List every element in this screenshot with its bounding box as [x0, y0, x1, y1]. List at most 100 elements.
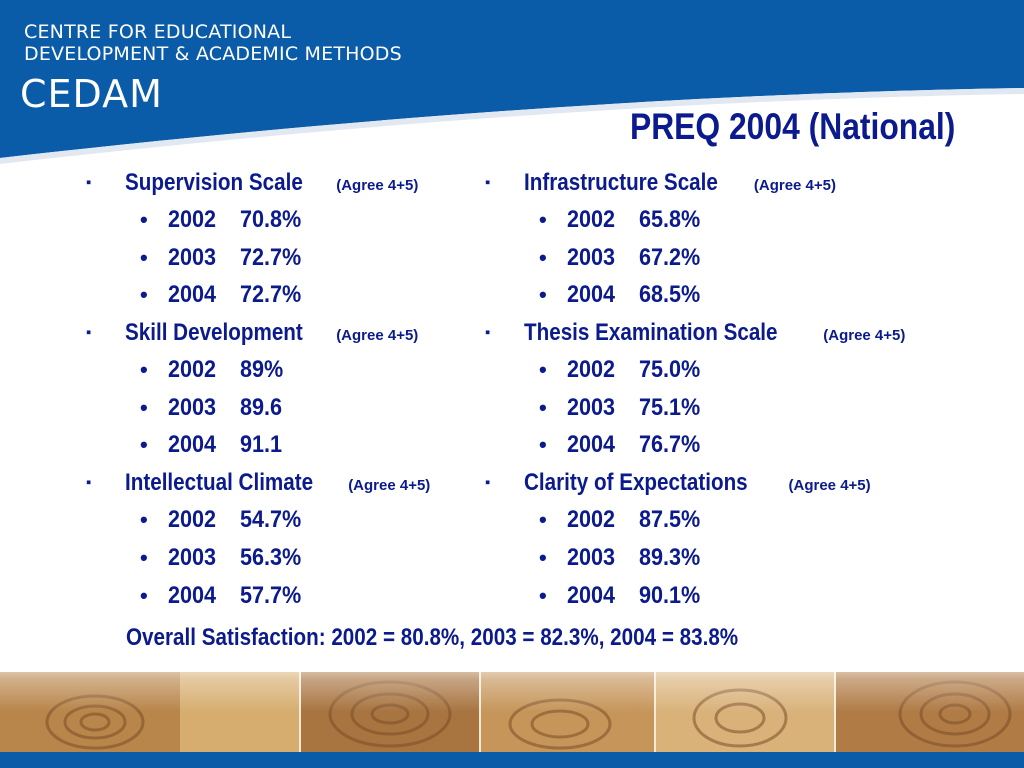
year-row: • 2004 72.7% [86, 276, 430, 314]
percentage-value: 57.7% [240, 581, 302, 609]
round-bullet-icon: • [539, 244, 547, 270]
year-label: 2002 [168, 206, 217, 233]
round-bullet-icon: • [539, 207, 547, 232]
year-label: 2004 [567, 281, 616, 309]
scale-name: Supervision Scale [125, 169, 303, 196]
square-bullet-icon: ▪ [86, 174, 92, 191]
year-label: 2003 [567, 543, 616, 571]
year-label: 2002 [168, 506, 217, 534]
percentage-value: 70.8% [240, 206, 302, 233]
scale-skill-development: ▪ Skill Development (Agree 4+5) • 2002 89% • 2… [86, 314, 430, 464]
scale-heading: ▪ Infrastructure Scale (Agree 4+5) [485, 164, 905, 201]
year-label: 2002 [567, 356, 616, 384]
percentage-value: 54.7% [240, 506, 302, 534]
year-label: 2003 [567, 393, 616, 421]
scale-clarity-of-expectations: ▪ Clarity of Expectations (Agree 4+5) • 200… [485, 464, 905, 614]
org-logo-text: CEDAM [20, 72, 163, 116]
year-row: • 2003 89.6 [86, 389, 430, 427]
percentage-value: 91.1 [240, 431, 283, 459]
square-bullet-icon: ▪ [485, 174, 491, 191]
round-bullet-icon: • [140, 544, 148, 570]
scale-note: (Agree 4+5) [753, 177, 836, 194]
year-row: • 2004 90.1% [485, 577, 905, 615]
year-row: • 2003 89.3% [485, 539, 905, 577]
staircase-photo-strip [0, 652, 1024, 768]
year-row: • 2003 72.7% [86, 239, 430, 277]
year-label: 2004 [168, 581, 217, 609]
scale-heading: ▪ Intellectual Climate (Agree 4+5) [86, 464, 430, 501]
year-label: 2004 [168, 431, 217, 459]
year-label: 2002 [567, 506, 616, 534]
percentage-value: 72.7% [240, 243, 302, 271]
overall-satisfaction: Overall Satisfaction: 2002 = 80.8%, 2003… [126, 624, 739, 651]
square-bullet-icon: ▪ [86, 324, 92, 342]
slide-title: PREQ 2004 (National) [629, 106, 955, 147]
scale-supervision-scale: ▪ Supervision Scale (Agree 4+5) • 2002 70.8%… [86, 164, 430, 314]
percentage-value: 67.2% [639, 243, 701, 271]
scales-column-left: ▪ Supervision Scale (Agree 4+5) • 2002 70.8%… [86, 164, 430, 614]
scale-intellectual-climate: ▪ Intellectual Climate (Agree 4+5) • 2002 54… [86, 464, 430, 614]
percentage-value: 72.7% [240, 281, 302, 309]
scale-heading: ▪ Skill Development (Agree 4+5) [86, 314, 430, 351]
scale-note: (Agree 4+5) [348, 477, 431, 495]
year-row: • 2004 57.7% [86, 577, 430, 615]
year-row: • 2002 70.8% [86, 201, 430, 239]
org-name-line-2: DEVELOPMENT & ACADEMIC METHODS [24, 43, 402, 65]
square-bullet-icon: ▪ [485, 474, 491, 492]
round-bullet-icon: • [140, 582, 148, 608]
scale-thesis-examination-scale: ▪ Thesis Examination Scale (Agree 4+5) • 20… [485, 314, 905, 464]
percentage-value: 56.3% [240, 543, 302, 571]
header-band [0, 0, 1024, 170]
percentage-value: 76.7% [639, 431, 701, 459]
round-bullet-icon: • [539, 582, 547, 608]
year-row: • 2004 68.5% [485, 276, 905, 314]
percentage-value: 75.0% [639, 356, 701, 384]
scale-heading: ▪ Thesis Examination Scale (Agree 4+5) [485, 314, 905, 351]
percentage-value: 65.8% [639, 206, 701, 233]
year-row: • 2002 87.5% [485, 501, 905, 539]
scale-infrastructure-scale: ▪ Infrastructure Scale (Agree 4+5) • 2002 65… [485, 164, 905, 314]
year-label: 2003 [567, 243, 616, 271]
year-label: 2003 [168, 243, 217, 271]
round-bullet-icon: • [140, 507, 148, 533]
round-bullet-icon: • [140, 432, 148, 458]
scale-name: Infrastructure Scale [524, 169, 718, 196]
round-bullet-icon: • [539, 394, 547, 420]
scales-column-right: ▪ Infrastructure Scale (Agree 4+5) • 2002 65… [485, 164, 905, 614]
year-row: • 2002 65.8% [485, 201, 905, 239]
year-label: 2003 [168, 543, 217, 571]
scale-note: (Agree 4+5) [823, 327, 906, 345]
year-row: • 2002 75.0% [485, 351, 905, 389]
percentage-value: 89% [240, 356, 284, 384]
round-bullet-icon: • [140, 394, 148, 420]
square-bullet-icon: ▪ [485, 324, 491, 342]
year-label: 2003 [168, 393, 217, 421]
year-row: • 2003 56.3% [86, 539, 430, 577]
scale-note: (Agree 4+5) [336, 177, 419, 194]
percentage-value: 75.1% [639, 393, 701, 421]
scale-name: Thesis Examination Scale [524, 319, 778, 347]
scale-name: Clarity of Expectations [524, 469, 748, 497]
scale-heading: ▪ Clarity of Expectations (Agree 4+5) [485, 464, 905, 501]
year-row: • 2003 75.1% [485, 389, 905, 427]
percentage-value: 68.5% [639, 281, 701, 309]
round-bullet-icon: • [539, 507, 547, 533]
year-row: • 2004 76.7% [485, 426, 905, 464]
round-bullet-icon: • [539, 282, 547, 308]
round-bullet-icon: • [539, 432, 547, 458]
year-row: • 2003 67.2% [485, 239, 905, 277]
round-bullet-icon: • [140, 282, 148, 308]
year-label: 2002 [168, 356, 217, 384]
year-label: 2004 [567, 431, 616, 459]
scale-note: (Agree 4+5) [336, 327, 419, 345]
year-row: • 2004 91.1 [86, 426, 430, 464]
round-bullet-icon: • [539, 544, 547, 570]
scale-name: Intellectual Climate [125, 469, 314, 497]
round-bullet-icon: • [539, 357, 547, 383]
percentage-value: 89.3% [639, 543, 701, 571]
scale-heading: ▪ Supervision Scale (Agree 4+5) [86, 164, 430, 201]
percentage-value: 87.5% [639, 506, 701, 534]
scale-name: Skill Development [125, 319, 303, 347]
org-name-line-1: CENTRE FOR EDUCATIONAL [24, 21, 292, 43]
square-bullet-icon: ▪ [86, 474, 92, 492]
